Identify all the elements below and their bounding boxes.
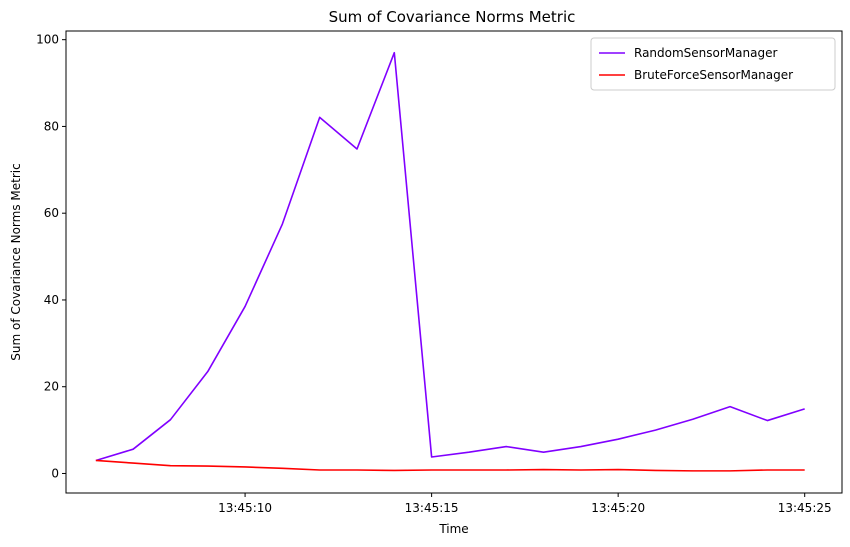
x-axis: 13:45:10 13:45:15 13:45:20 13:45:25 — [218, 493, 832, 515]
legend-label: BruteForceSensorManager — [634, 68, 793, 82]
x-axis-label: Time — [438, 522, 468, 536]
y-tick-label: 60 — [44, 206, 59, 220]
x-tick-label: 13:45:15 — [405, 501, 459, 515]
x-tick-label: 13:45:20 — [591, 501, 645, 515]
y-tick-label: 100 — [36, 33, 59, 47]
legend: RandomSensorManager BruteForceSensorManag… — [590, 37, 836, 91]
y-tick-label: 40 — [44, 293, 59, 307]
x-tick-label: 13:45:10 — [218, 501, 272, 515]
legend-label: RandomSensorManager — [634, 46, 777, 60]
series-line-bruteforcesensormanager — [95, 459, 805, 472]
legend-box — [590, 37, 836, 91]
chart-title: Sum of Covariance Norms Metric — [329, 8, 576, 26]
y-axis: 0 20 40 60 80 100 — [36, 33, 66, 480]
x-tick-label: 13:45:25 — [778, 501, 832, 515]
y-tick-label: 0 — [51, 466, 59, 480]
y-tick-label: 20 — [44, 380, 59, 394]
plot-frame — [65, 30, 843, 494]
y-axis-label: Sum of Covariance Norms Metric — [9, 163, 23, 360]
series-line-randomsensormanager — [95, 51, 805, 462]
plot-area — [95, 51, 805, 472]
y-tick-label: 80 — [44, 119, 59, 133]
